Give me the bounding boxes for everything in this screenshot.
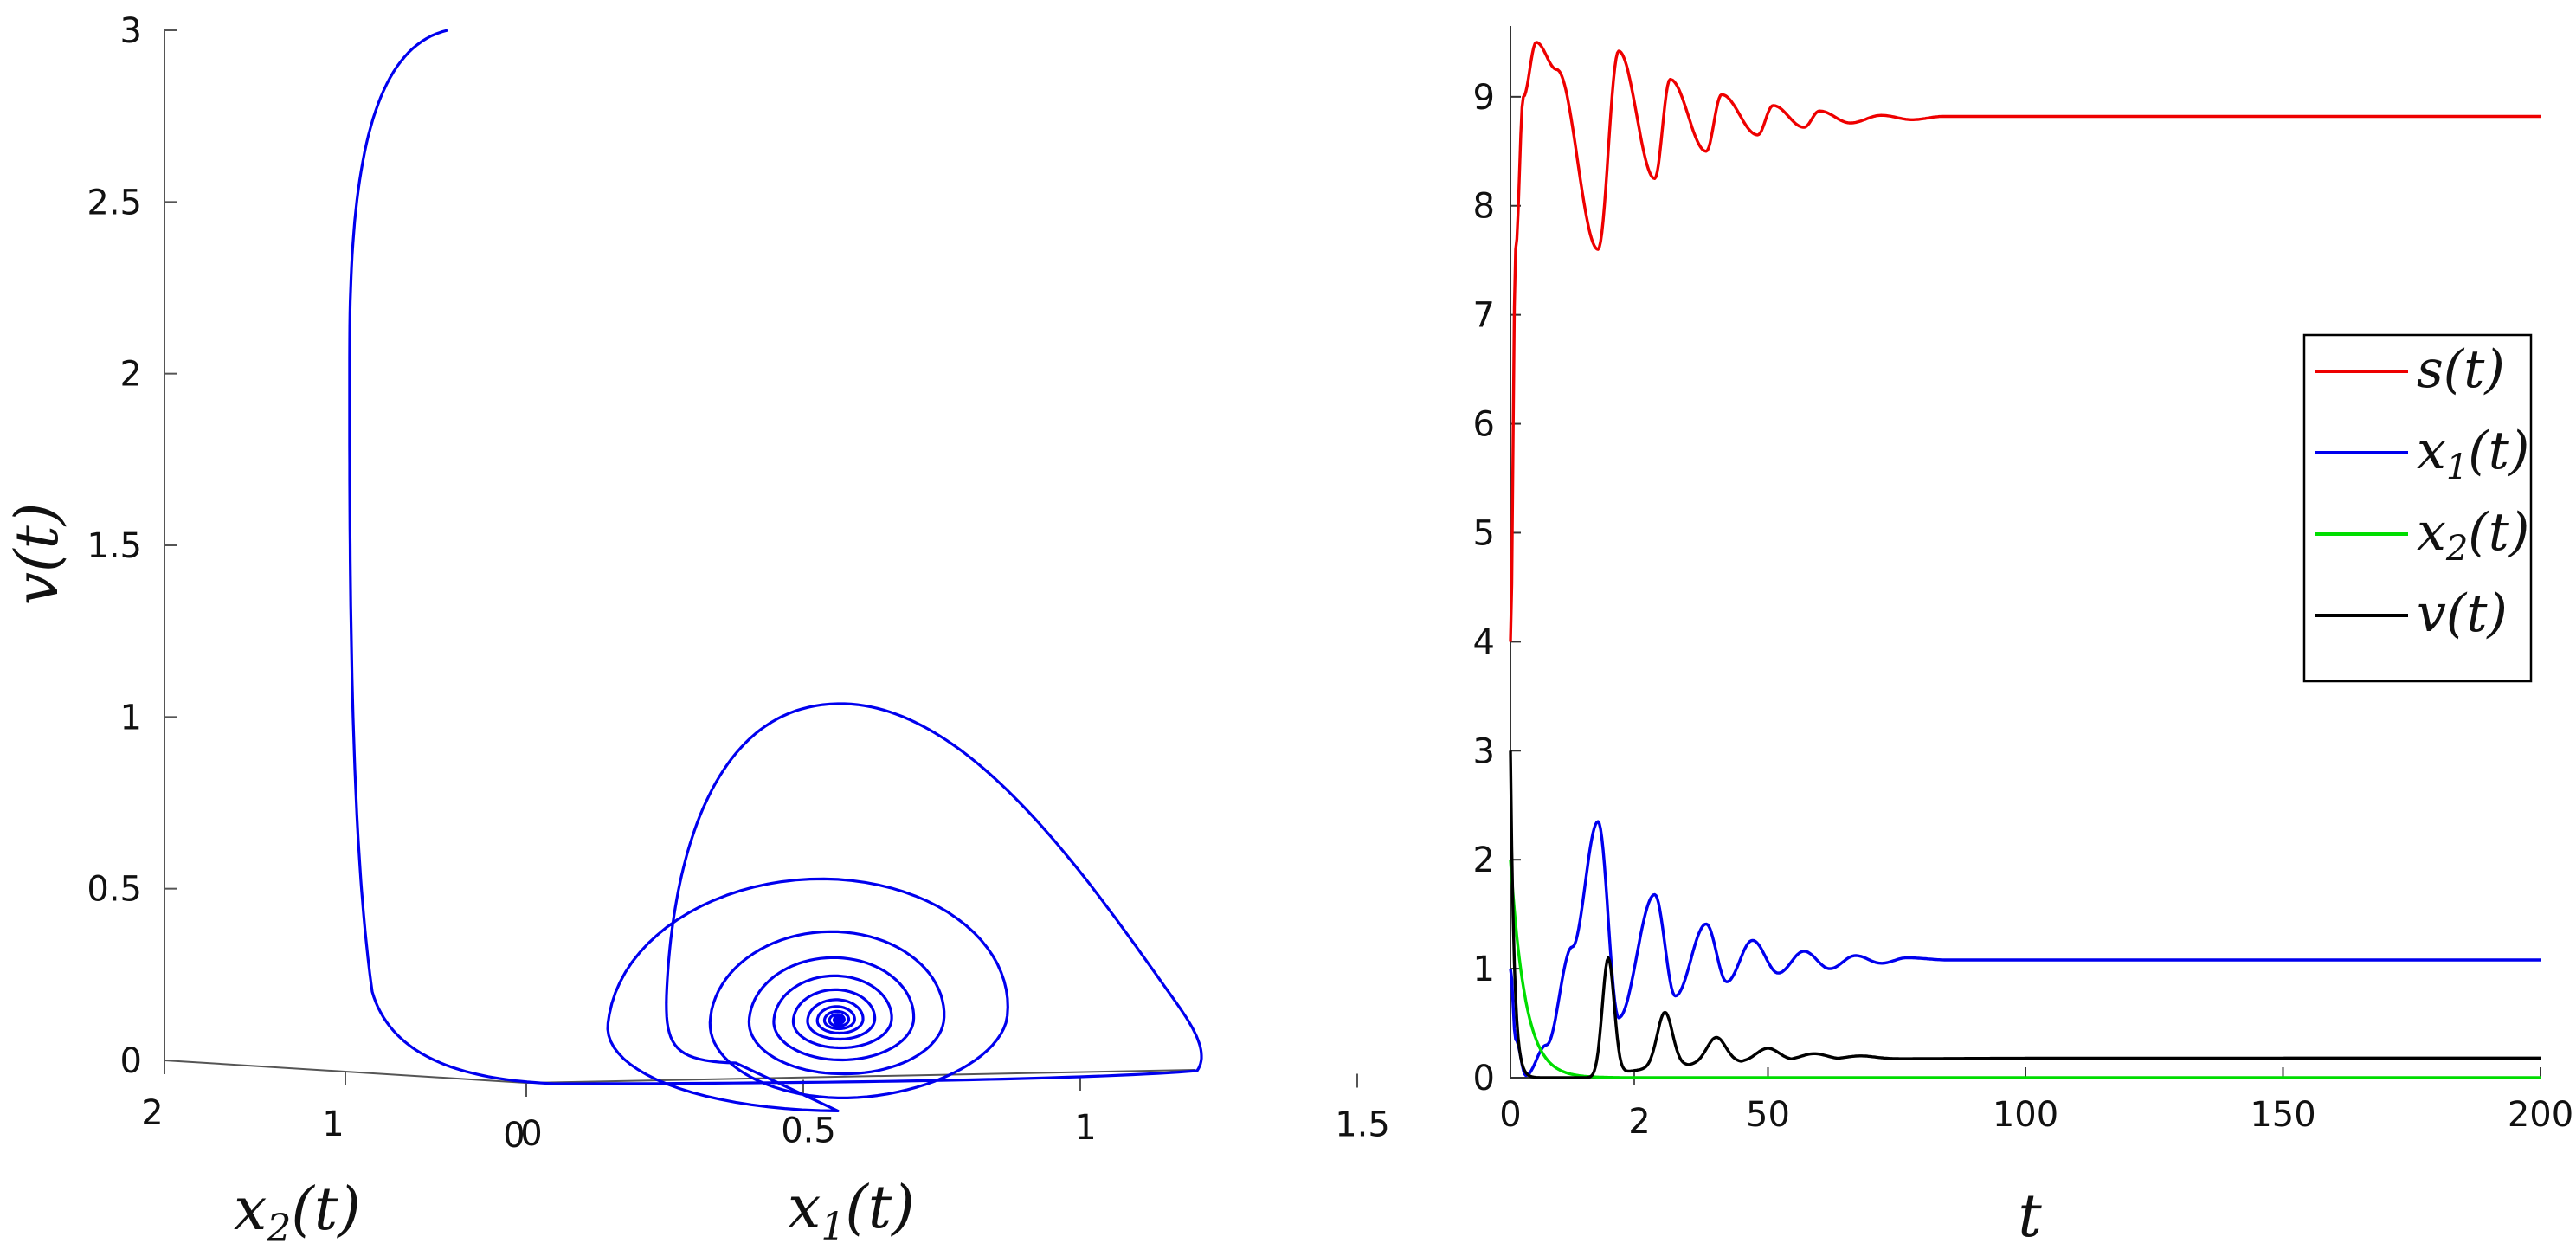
x1-axis-line	[525, 1069, 1195, 1084]
x1-tick-label: 0.5	[781, 1111, 836, 1151]
legend-label-sub: 1	[2446, 448, 2468, 487]
z-tick-label: 0	[120, 1041, 142, 1081]
z-tick-label: 0.5	[87, 870, 142, 910]
legend-label-base: v	[2417, 583, 2446, 644]
x2-tick-label: 0	[503, 1116, 525, 1156]
legend-label: x2(t)	[2417, 502, 2529, 569]
x1-tick-label: 0	[520, 1114, 542, 1154]
z-tick-label: 2	[120, 355, 142, 395]
legend-label-tail: (t)	[2446, 583, 2508, 644]
x-tick-label: 100	[1993, 1095, 2058, 1135]
y-tick-label: 1	[1473, 950, 1495, 989]
legend-label-tail: (t)	[2468, 502, 2529, 563]
x1-axis-label: x1(t)	[788, 1174, 915, 1249]
phase-portrait-3d: 00.511.522.532 1 00 0.5 1 1.5 2 v(t) x2(t) x1(…	[3, 11, 1651, 1251]
y-tick-label: 6	[1473, 405, 1495, 445]
x2-tick-label: 1	[322, 1105, 344, 1144]
z-axis-label: v(t)	[3, 503, 72, 606]
legend-box	[2302, 333, 2533, 683]
series-line-3	[1509, 860, 2541, 1079]
y-tick-label: 0	[1473, 1059, 1495, 1098]
phase-trajectory	[348, 29, 1203, 1112]
x-tick-label: 200	[2508, 1095, 2573, 1135]
legend-label-sub: 2	[2445, 529, 2468, 569]
legend-label-tail: (t)	[2444, 339, 2505, 400]
z-tick-label: 1	[120, 698, 142, 737]
phase-ticks: 00.511.522.532 1 00 0.5 1 1.5 2	[87, 11, 1650, 1156]
x-tick-label: 0	[1499, 1095, 1521, 1135]
series-line-1	[1509, 41, 2541, 642]
x1-tick-label: 1.5	[1335, 1105, 1390, 1145]
legend-label-base: s	[2417, 339, 2444, 400]
y-tick-label: 5	[1473, 513, 1495, 553]
legend-label-base: x	[2417, 502, 2446, 563]
y-tick-label: 2	[1473, 841, 1495, 880]
x2-tick-label: 2	[141, 1093, 163, 1133]
legend-label-tail: (t)	[2468, 421, 2529, 481]
t-axis-label: t	[2018, 1182, 2042, 1251]
series-line-4	[1509, 750, 2541, 1079]
y-tick-label: 9	[1473, 78, 1495, 118]
z-tick-label: 2.5	[87, 183, 142, 222]
ts-ticks: 0 1 2 3 4 5 6 7 8 9 0 50 100 150 200	[1473, 78, 2574, 1135]
x2-axis-label: x2(t)	[234, 1175, 361, 1251]
legend-label: v(t)	[2417, 583, 2508, 644]
z-tick-label: 3	[120, 11, 142, 51]
legend-label: s(t)	[2417, 339, 2505, 400]
x1-tick-label: 1	[1074, 1108, 1096, 1148]
y-tick-label: 4	[1473, 622, 1495, 662]
z-tick-label: 1.5	[87, 526, 142, 566]
y-tick-label: 8	[1473, 187, 1495, 227]
y-tick-label: 3	[1473, 731, 1495, 771]
series-line-2	[1509, 820, 2541, 1078]
legend-label-base: x	[2417, 421, 2446, 481]
x-tick-label: 50	[1746, 1095, 1790, 1135]
x1-tick-label: 2	[1628, 1102, 1650, 1142]
y-tick-label: 7	[1473, 296, 1495, 336]
trajectory-x1-x2-v	[348, 29, 1203, 1112]
x-tick-label: 150	[2250, 1095, 2315, 1135]
ts-lines	[1509, 41, 2541, 1079]
equilibrium-point	[833, 1014, 843, 1026]
phase-axes	[164, 30, 1195, 1084]
legend: s(t)x1(t)x2(t)v(t)	[2302, 333, 2533, 683]
legend-label: x1(t)	[2417, 421, 2529, 487]
